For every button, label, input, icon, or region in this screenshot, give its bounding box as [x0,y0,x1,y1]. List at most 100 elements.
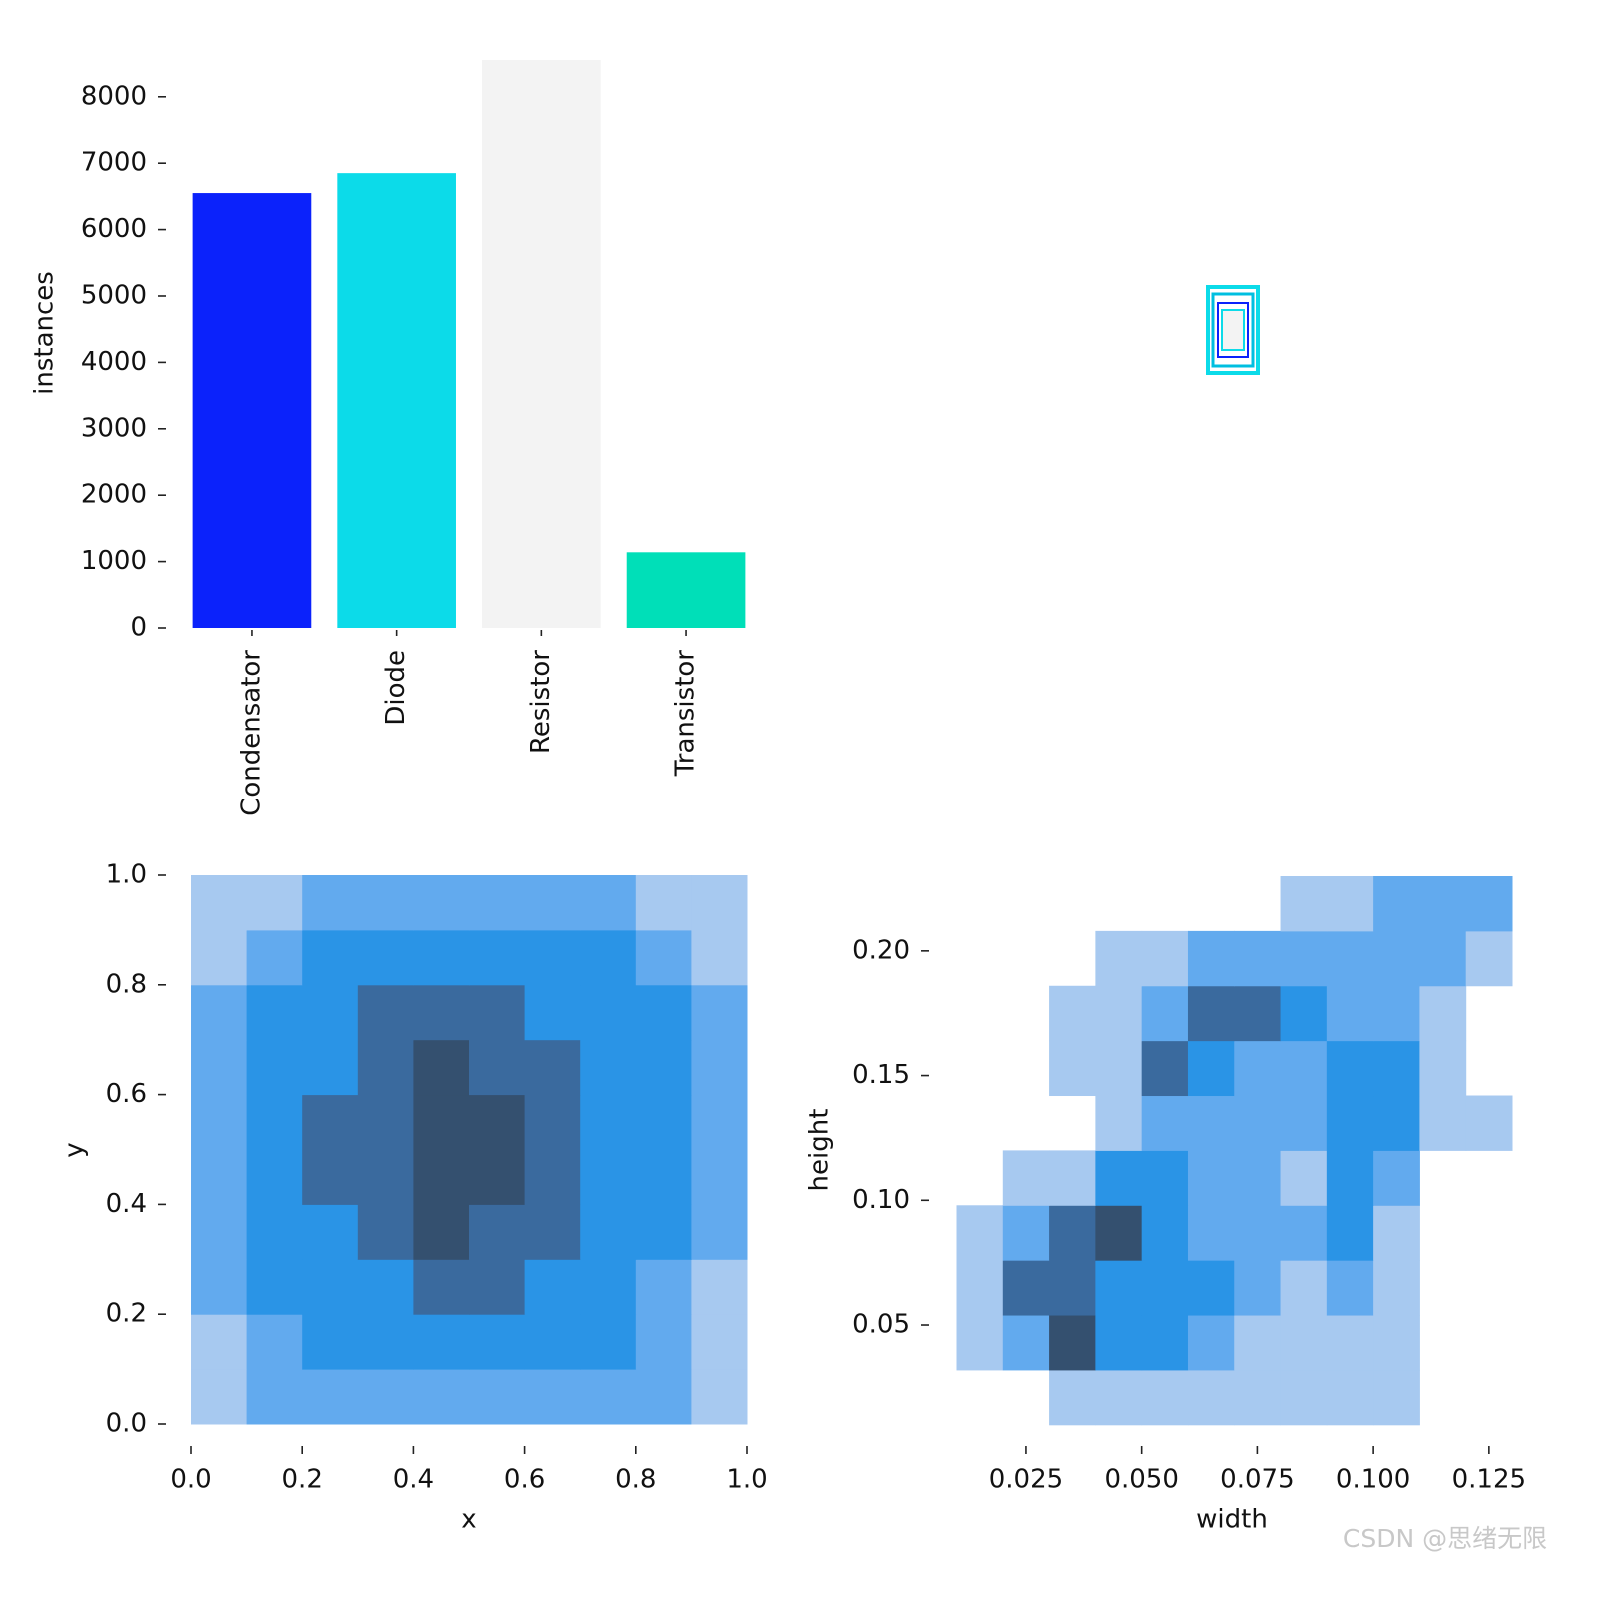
heatmap-cell [1373,1260,1420,1316]
heatmap-cell [191,1039,248,1096]
heatmap-cell [413,929,470,986]
heatmap-cell [413,984,470,1041]
heatmap-cell [957,931,1004,986]
heatmap-cell [1187,1095,1235,1151]
heatmap-cell [1419,1370,1466,1425]
heatmap-cell [691,929,748,986]
heatmap-cell [524,929,581,986]
heatmap-cell [1326,1095,1374,1151]
x-tick-label: Diode [381,650,411,726]
heatmap-cell [1141,1040,1189,1097]
heatmap-cell [1373,1150,1420,1206]
y-tick-label: 0 [130,613,147,643]
heatmap-cell [1326,1040,1374,1097]
heatmap-cell [1095,876,1142,931]
heatmap-cell [191,984,248,1041]
heatmap-cell [246,1094,303,1150]
heatmap-cell [1280,1205,1328,1261]
heatmap-cell [1141,985,1189,1042]
y-axis-label: height [805,1109,835,1192]
bar [337,173,456,628]
heatmap-cell [1373,1205,1420,1261]
heatmap-cell [1373,930,1420,987]
heatmap-cell [580,875,637,931]
heatmap-cell [1141,1260,1189,1316]
heatmap-cell [1141,1205,1189,1261]
heatmap-cell [1234,985,1282,1042]
heatmap-cell [1095,1150,1143,1206]
heatmap-cell [302,875,359,931]
heatmap-cell [1373,985,1420,1042]
heatmap-cell [191,1149,248,1205]
heatmap-cell [1095,1260,1143,1316]
heatmap-cell [246,1259,303,1315]
heatmap-cell [357,875,414,931]
heatmap-cell [524,1204,581,1260]
heatmap-cell [413,1039,470,1096]
y-tick-label: 8000 [81,81,147,111]
heatmap-cell [957,1370,1004,1425]
bar [482,60,601,628]
y-tick-label: 0.20 [852,935,910,965]
heatmap-cell [580,984,637,1041]
heatmap-cell [1419,1095,1467,1151]
heatmap-cell [1234,930,1282,987]
heatmap-cell [1234,1040,1282,1097]
y-tick-label: 3000 [81,413,147,443]
heatmap-cell [957,1150,1004,1205]
heatmap-cell [1095,1205,1143,1261]
heatmap-cell [1095,1315,1143,1371]
heatmap-cell [691,1204,748,1260]
heatmap-cell [1187,1260,1235,1316]
heatmap-cell [635,1314,692,1370]
heatmap-cell [1003,1041,1050,1096]
heatmap-cell [1280,1315,1328,1371]
bar [192,193,312,628]
heatmap-cell [1095,1369,1143,1426]
heatmap-cell [469,1204,526,1260]
heatmap-cell [246,1369,303,1425]
heatmap-cell [1095,985,1143,1042]
y-tick-label: 2000 [81,480,147,510]
heatmap-cell [1141,930,1189,987]
heatmap-cell [635,1204,692,1260]
heatmap-cell [635,1259,692,1315]
heatmap-cell [246,984,303,1041]
heatmap-cell [357,929,414,986]
heatmap-cell [246,929,303,986]
heatmap-cell [1280,876,1328,932]
y-tick-label: 4000 [81,347,147,377]
heatmap-cell [302,1204,359,1260]
heatmap-cell [302,1259,359,1315]
heatmap-cell [1326,930,1374,987]
heatmap-cell [580,1039,637,1096]
heatmap-cell [957,876,1004,931]
heatmap-cell [1049,1260,1096,1316]
heatmap-cell [635,1094,692,1150]
heatmap-cell [1280,985,1328,1042]
heatmap-cell [469,929,526,986]
heatmap-cell [1003,1096,1050,1151]
x-axis-label: width [1196,1505,1268,1535]
heatmap-cell [524,875,581,931]
heatmap-cell [357,1039,414,1096]
heatmap-cell [635,984,692,1041]
heatmap-cell [957,1041,1004,1096]
heatmap-cell [1466,1150,1513,1205]
box-overlay [1206,285,1260,375]
heatmap-cell [635,1149,692,1205]
heatmap-cell [1049,931,1096,986]
y-tick-label: 0.8 [106,969,147,999]
heatmap-cell [302,1039,359,1096]
y-tick-label: 7000 [81,148,147,178]
heatmap-cell [1465,930,1513,987]
x-tick-label: 0.4 [393,1465,434,1495]
x-tick-label: 0.050 [1104,1465,1178,1495]
heatmap-cell [1002,1205,1050,1261]
heatmap-cell [1187,985,1235,1042]
heatmap-cell [1141,1095,1189,1151]
heatmap-cell [580,1094,637,1150]
heatmap-cell [413,1369,470,1425]
